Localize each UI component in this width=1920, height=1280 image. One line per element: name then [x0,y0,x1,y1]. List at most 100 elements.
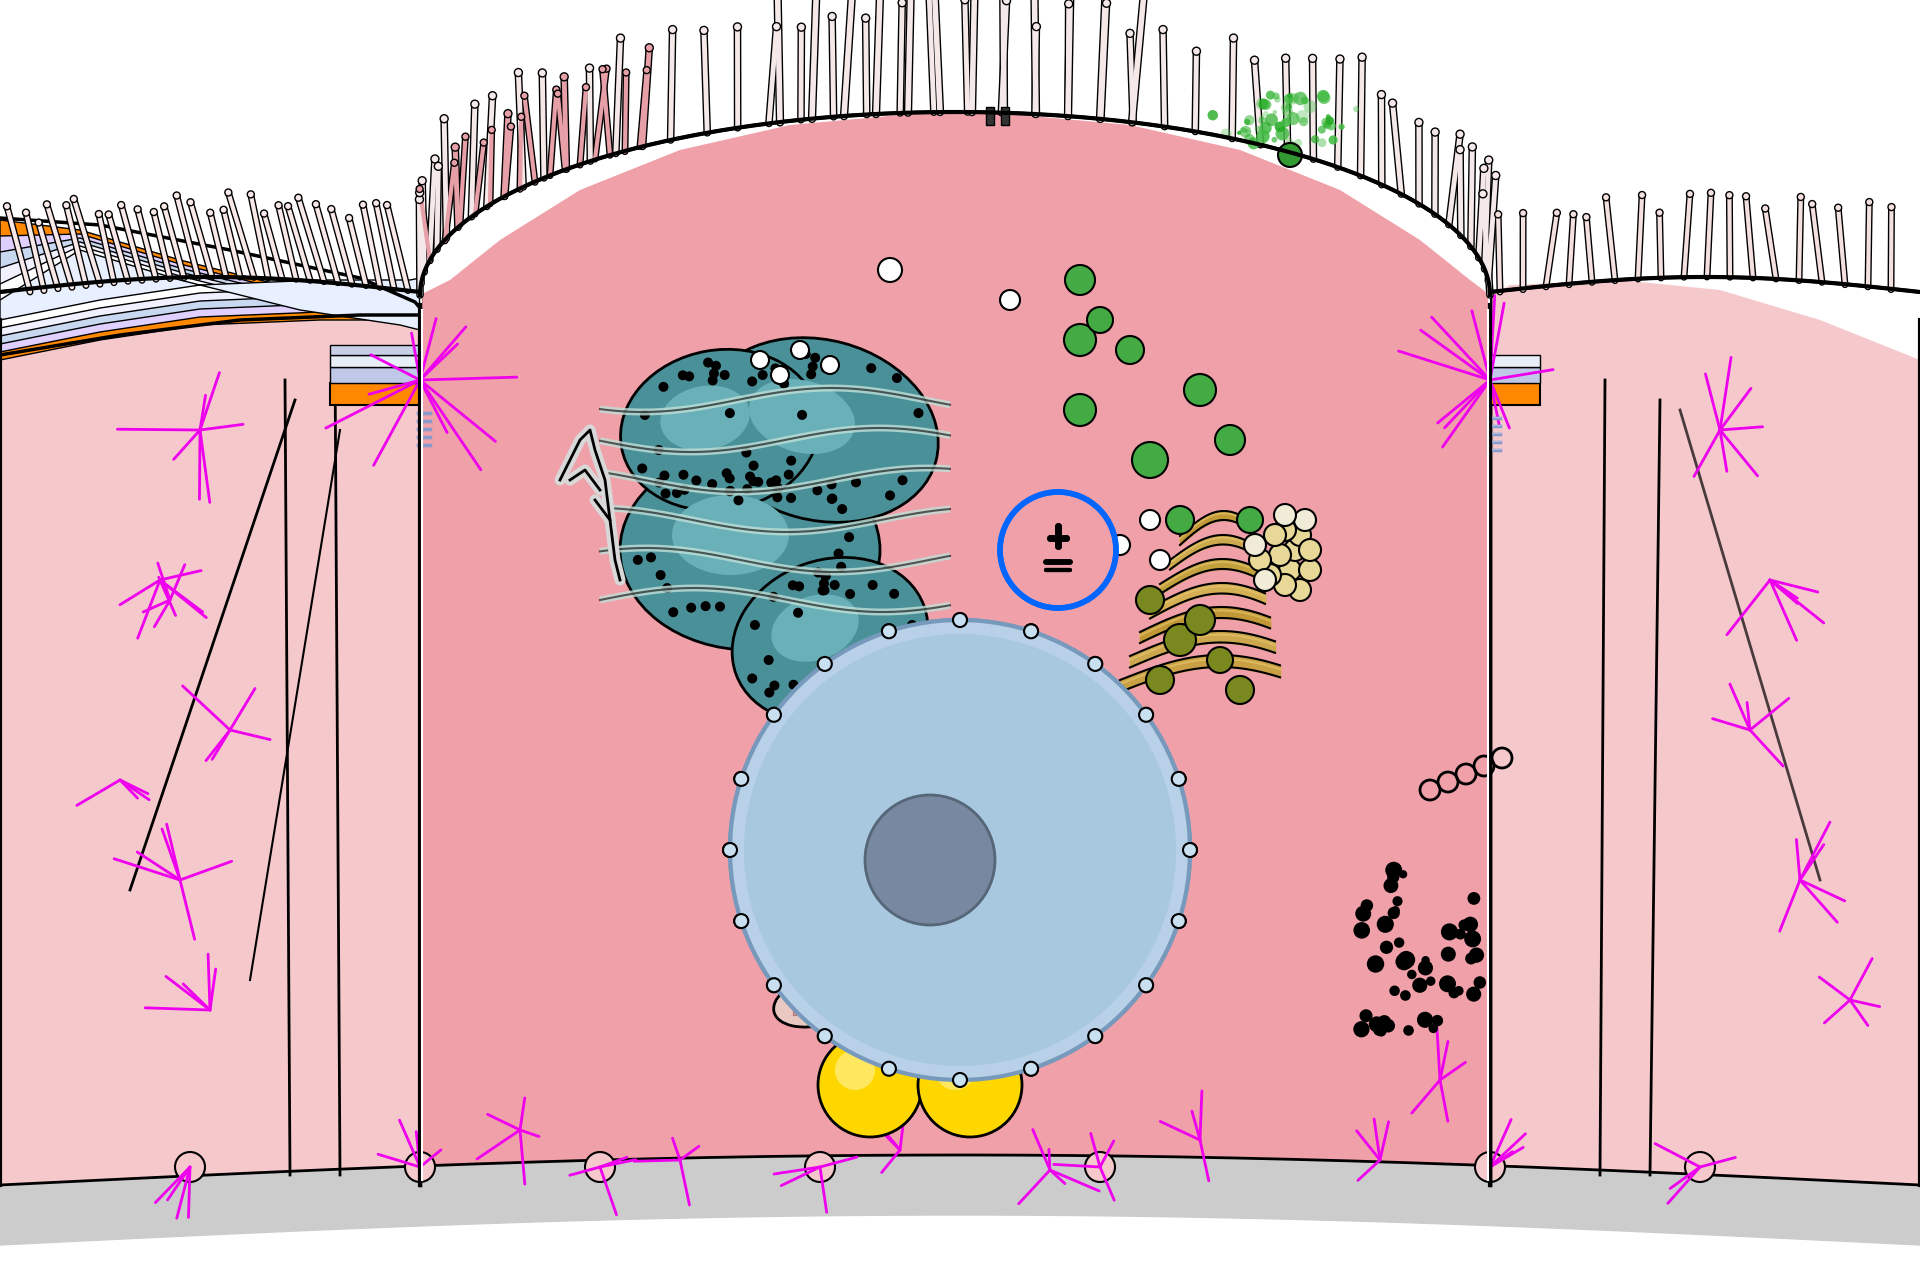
Circle shape [463,133,468,140]
Circle shape [1359,1009,1373,1023]
Circle shape [586,64,593,72]
Circle shape [745,634,1175,1066]
Circle shape [899,0,906,6]
Circle shape [1638,192,1645,198]
Circle shape [1236,131,1240,134]
Circle shape [1465,931,1480,947]
Circle shape [881,1061,897,1075]
Circle shape [1279,143,1302,166]
Ellipse shape [660,385,749,451]
Circle shape [1250,56,1258,64]
Circle shape [1336,55,1344,63]
Circle shape [1263,111,1269,116]
Circle shape [173,192,180,198]
Circle shape [1087,307,1114,333]
Circle shape [1275,96,1281,102]
Circle shape [733,772,749,786]
Bar [330,346,420,355]
Circle shape [707,479,718,489]
Circle shape [780,379,789,389]
Circle shape [778,365,787,375]
Circle shape [1265,114,1279,127]
Circle shape [1064,324,1096,356]
Circle shape [1240,125,1252,137]
Circle shape [708,369,718,379]
Circle shape [1407,970,1417,979]
Circle shape [1236,507,1263,532]
Circle shape [1160,26,1167,33]
Circle shape [1375,1025,1386,1037]
Circle shape [599,65,607,73]
Circle shape [747,376,756,387]
Circle shape [634,556,643,564]
Circle shape [503,110,513,118]
Circle shape [1329,136,1338,145]
Circle shape [643,67,651,74]
Circle shape [785,456,797,466]
Circle shape [1139,978,1154,992]
Circle shape [1361,900,1373,911]
Circle shape [835,1050,876,1091]
Circle shape [1290,93,1300,102]
Circle shape [1140,509,1160,530]
Circle shape [862,14,870,22]
Polygon shape [0,280,420,1185]
Circle shape [714,602,726,612]
Circle shape [1171,772,1187,786]
Circle shape [1256,129,1269,143]
Circle shape [603,65,611,72]
Circle shape [1275,573,1296,596]
Circle shape [1139,978,1154,992]
Bar [330,367,420,383]
Circle shape [1244,129,1248,133]
Circle shape [1455,928,1465,940]
Circle shape [828,13,835,20]
Circle shape [806,369,816,379]
Circle shape [845,532,854,543]
Circle shape [828,494,837,503]
Circle shape [1463,916,1478,932]
Circle shape [1400,870,1407,878]
Circle shape [1398,951,1415,969]
Circle shape [35,219,42,227]
Circle shape [538,69,547,77]
Circle shape [837,562,847,572]
Circle shape [724,844,737,858]
Circle shape [1192,47,1200,55]
Circle shape [1116,335,1144,364]
Circle shape [1089,1029,1102,1043]
Circle shape [783,470,793,480]
Circle shape [1467,987,1480,1002]
Circle shape [1432,1015,1444,1027]
Circle shape [1283,54,1290,63]
Circle shape [1413,978,1427,993]
Circle shape [1473,977,1486,988]
Circle shape [1380,1019,1396,1033]
Circle shape [1102,0,1110,8]
Circle shape [914,408,924,419]
Circle shape [1089,518,1112,541]
Circle shape [63,202,69,209]
Circle shape [753,477,764,486]
Circle shape [1494,211,1501,218]
Circle shape [1294,92,1308,105]
Circle shape [1384,861,1402,878]
Circle shape [1284,137,1292,145]
Circle shape [1164,623,1196,655]
Circle shape [1208,110,1217,120]
Circle shape [451,159,457,166]
Circle shape [1478,189,1486,198]
Circle shape [881,625,897,639]
Circle shape [1244,534,1265,556]
Circle shape [1553,210,1561,216]
Circle shape [768,591,778,602]
Circle shape [1377,1015,1392,1029]
Ellipse shape [620,451,879,650]
Circle shape [4,202,10,210]
Circle shape [1275,518,1296,541]
Circle shape [417,188,424,197]
Circle shape [1273,110,1277,114]
Circle shape [1396,954,1413,970]
Polygon shape [0,246,420,328]
Circle shape [797,23,804,31]
